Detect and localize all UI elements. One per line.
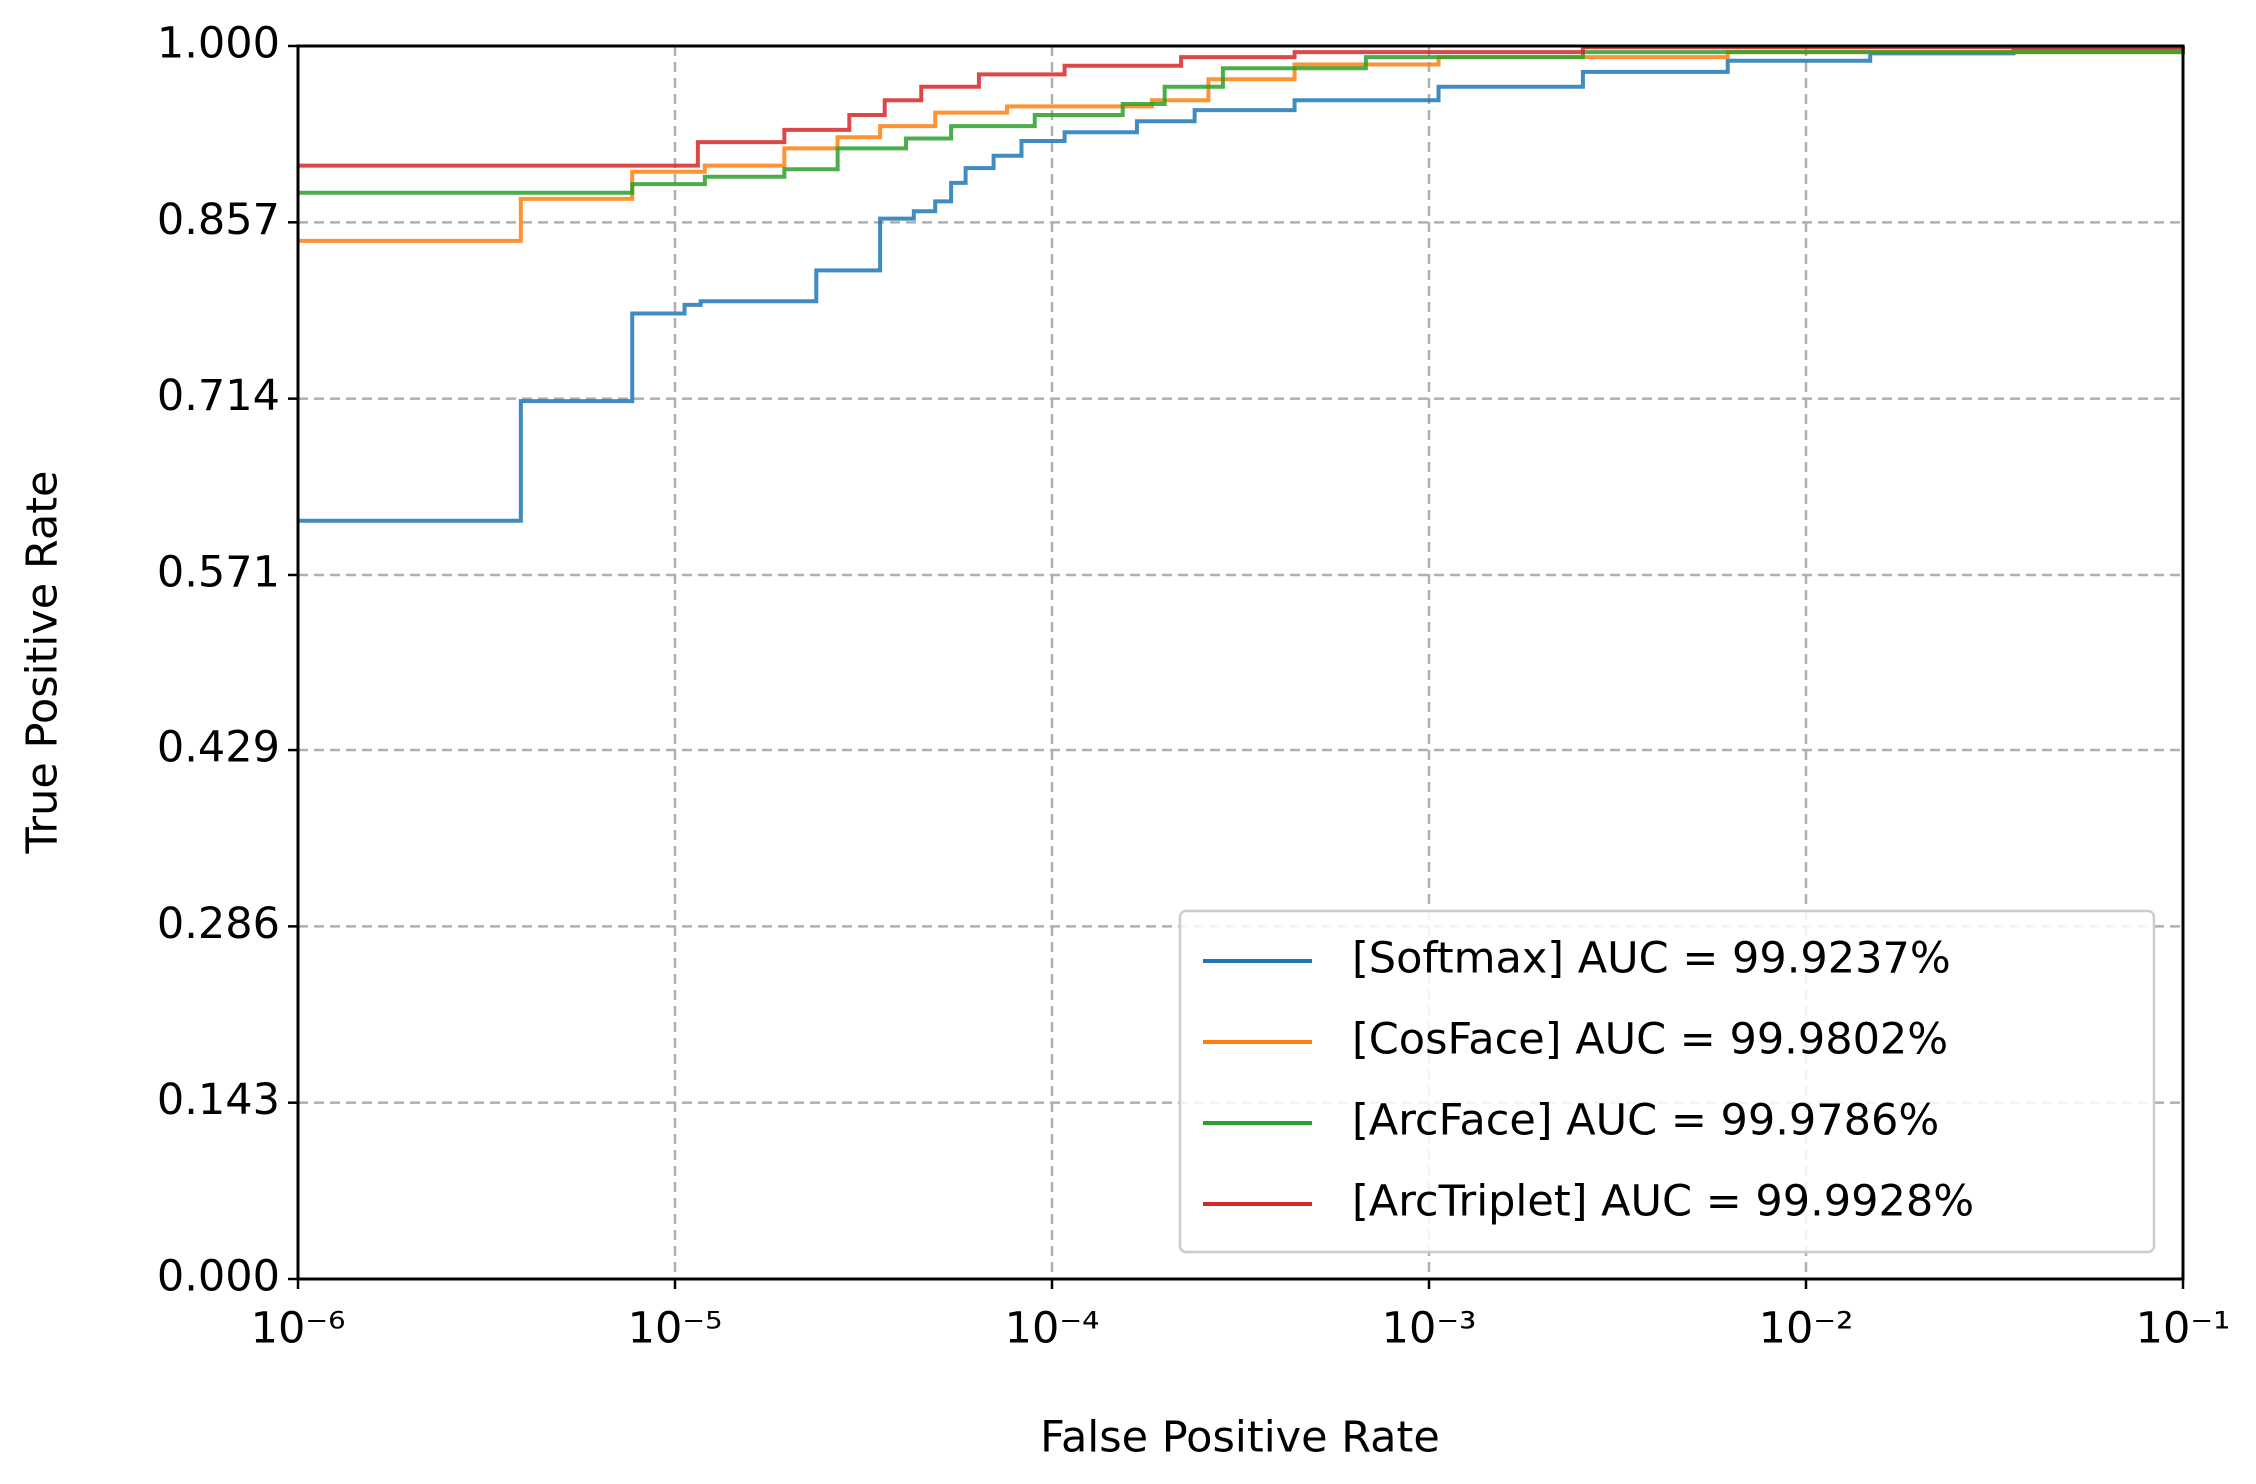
x-axis-label: False Positive Rate bbox=[1040, 1413, 1440, 1463]
legend-label: [ArcFace] AUC = 99.9786% bbox=[1352, 1096, 1939, 1146]
y-tick-label: 0.857 bbox=[157, 195, 280, 245]
x-tick-label: 10⁻² bbox=[1759, 1304, 1854, 1354]
y-tick-label: 0.286 bbox=[157, 899, 280, 949]
legend-box bbox=[1178, 909, 2156, 1254]
legend-label: [ArcTriplet] AUC = 99.9928% bbox=[1352, 1177, 1974, 1227]
x-tick-label: 10⁻⁵ bbox=[628, 1304, 723, 1354]
x-tick-label: 10⁻³ bbox=[1382, 1304, 1477, 1354]
y-tick-label: 0.429 bbox=[157, 723, 280, 773]
x-tick-label: 10⁻¹ bbox=[2136, 1304, 2231, 1354]
y-tick-label: 0.000 bbox=[157, 1252, 280, 1302]
legend-label: [CosFace] AUC = 99.9802% bbox=[1352, 1015, 1948, 1065]
y-tick-label: 0.571 bbox=[157, 547, 280, 597]
y-axis-label: True Positive Rate bbox=[18, 470, 68, 854]
y-tick-label: 0.714 bbox=[157, 371, 280, 421]
plot-frame bbox=[296, 44, 2185, 1281]
y-tick-label: 0.143 bbox=[157, 1075, 280, 1125]
x-tick-label: 10⁻⁶ bbox=[251, 1304, 346, 1354]
series-line bbox=[298, 46, 2185, 523]
series-line bbox=[298, 45, 2185, 168]
x-tick-label: 10⁻⁴ bbox=[1005, 1304, 1100, 1354]
y-tick-label: 1.000 bbox=[157, 19, 280, 69]
series-line bbox=[298, 46, 2185, 243]
legend-label: [Softmax] AUC = 99.9237% bbox=[1352, 934, 1951, 984]
series-line bbox=[298, 46, 2185, 195]
